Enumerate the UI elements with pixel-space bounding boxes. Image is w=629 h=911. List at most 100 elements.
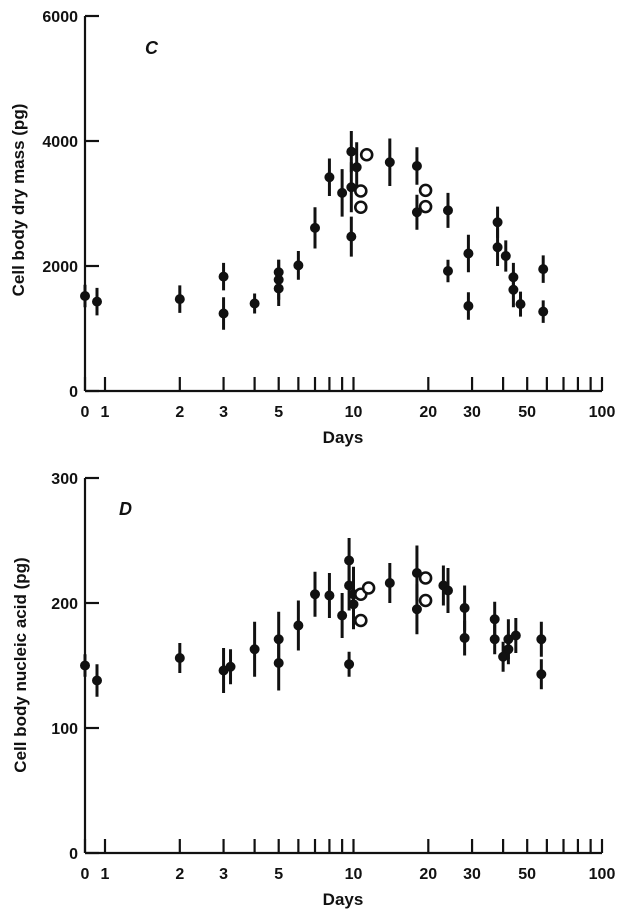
open-data-point [418,593,433,608]
x-tick-label: 3 [219,866,228,883]
data-point [273,658,284,668]
panel-c-chart: C Cell body dry mass (pg) Days 0 1 2 3 5 10 20… [9,9,615,447]
data-point [218,308,229,319]
data-point [324,590,335,601]
data-point [249,644,260,655]
data-point [411,161,422,171]
data-point [293,620,304,631]
data-point [351,162,362,173]
panel-label: D [119,499,132,519]
data-point [324,172,335,183]
data-point [442,205,453,216]
y-tick-label: 4000 [42,134,78,151]
data-point [310,589,321,600]
x-tick-label: 3 [219,404,228,421]
y-tick-label: 0 [69,384,78,401]
data-point [492,217,503,228]
data-point [508,284,519,295]
x-tick-label: 5 [274,404,283,421]
open-data-point [354,184,368,198]
y-tick-label: 200 [51,596,78,613]
y-tick-label: 300 [51,471,78,488]
open-data-point [354,200,368,215]
x-ticks: 0 1 2 3 5 10 20 30 50 100 [81,377,616,421]
x-tick-label: 30 [463,866,481,883]
y-tick-label: 100 [51,721,78,738]
data-point [500,251,511,261]
data-points [80,131,549,330]
y-axis-title: Cell body dry mass (pg) [9,104,28,297]
data-point [411,604,422,615]
x-tick-label: 30 [463,404,481,421]
x-tick-label: 10 [345,404,363,421]
panel-label: C [145,38,159,58]
x-tick-label: 10 [345,866,363,883]
data-point [273,283,284,294]
data-point [92,296,102,307]
x-tick-label: 50 [518,866,536,883]
open-data-point [359,147,374,162]
data-point [80,291,90,301]
x-tick-label: 100 [589,866,616,883]
x-axis-title: Days [323,428,364,447]
data-point [337,187,348,198]
data-point [411,207,422,218]
y-axis-title: Cell body nucleic acid (pg) [11,557,30,772]
data-point [92,675,102,686]
data-point [442,266,453,276]
open-data-point [354,613,368,628]
data-point [249,298,260,309]
data-point [348,599,359,610]
y-ticks: 0 100 200 300 [51,471,99,863]
x-tick-label: 1 [101,404,110,421]
data-point [346,231,357,242]
x-tick-label: 5 [274,866,283,883]
x-tick-label: 2 [175,404,184,421]
y-tick-label: 2000 [42,259,78,276]
y-tick-label: 0 [69,846,78,863]
y-tick-label: 6000 [42,9,78,26]
x-axis-title: Days [323,890,364,909]
data-point [80,660,90,671]
data-point [384,578,395,588]
data-point [536,669,547,680]
data-point [489,634,500,645]
x-tick-label: 20 [419,866,437,883]
y-ticks: 0 2000 4000 6000 [42,9,99,401]
data-point [538,306,549,317]
x-tick-label: 0 [81,404,90,421]
data-point [293,260,304,271]
data-point [510,630,521,641]
data-point [174,653,185,663]
data-point [536,634,547,645]
open-data-point [418,183,433,198]
data-point [174,294,185,305]
panel-d-chart: D Cell body nucleic acid (pg) Days 0 1 2 3 5… [11,471,615,909]
data-point [492,242,503,253]
data-point [463,248,474,259]
open-data-point [418,199,433,214]
data-points [80,538,547,697]
data-point [442,585,453,596]
data-point [384,157,395,168]
data-point [538,264,549,275]
data-point [489,614,500,625]
x-tick-label: 1 [101,866,110,883]
open-data-point [418,571,433,585]
open-data-point [361,581,376,595]
data-point [503,644,514,655]
data-point [218,271,229,282]
x-ticks: 0 1 2 3 5 10 20 30 50 100 [81,839,616,883]
data-point [459,633,470,643]
x-tick-label: 50 [518,404,536,421]
data-point [463,301,474,311]
x-tick-label: 100 [589,404,616,421]
data-point [225,661,236,672]
data-point [344,659,355,670]
x-tick-label: 2 [175,866,184,883]
data-point [337,610,348,621]
x-tick-label: 20 [419,404,437,421]
data-point [310,222,321,233]
data-point [459,603,470,613]
